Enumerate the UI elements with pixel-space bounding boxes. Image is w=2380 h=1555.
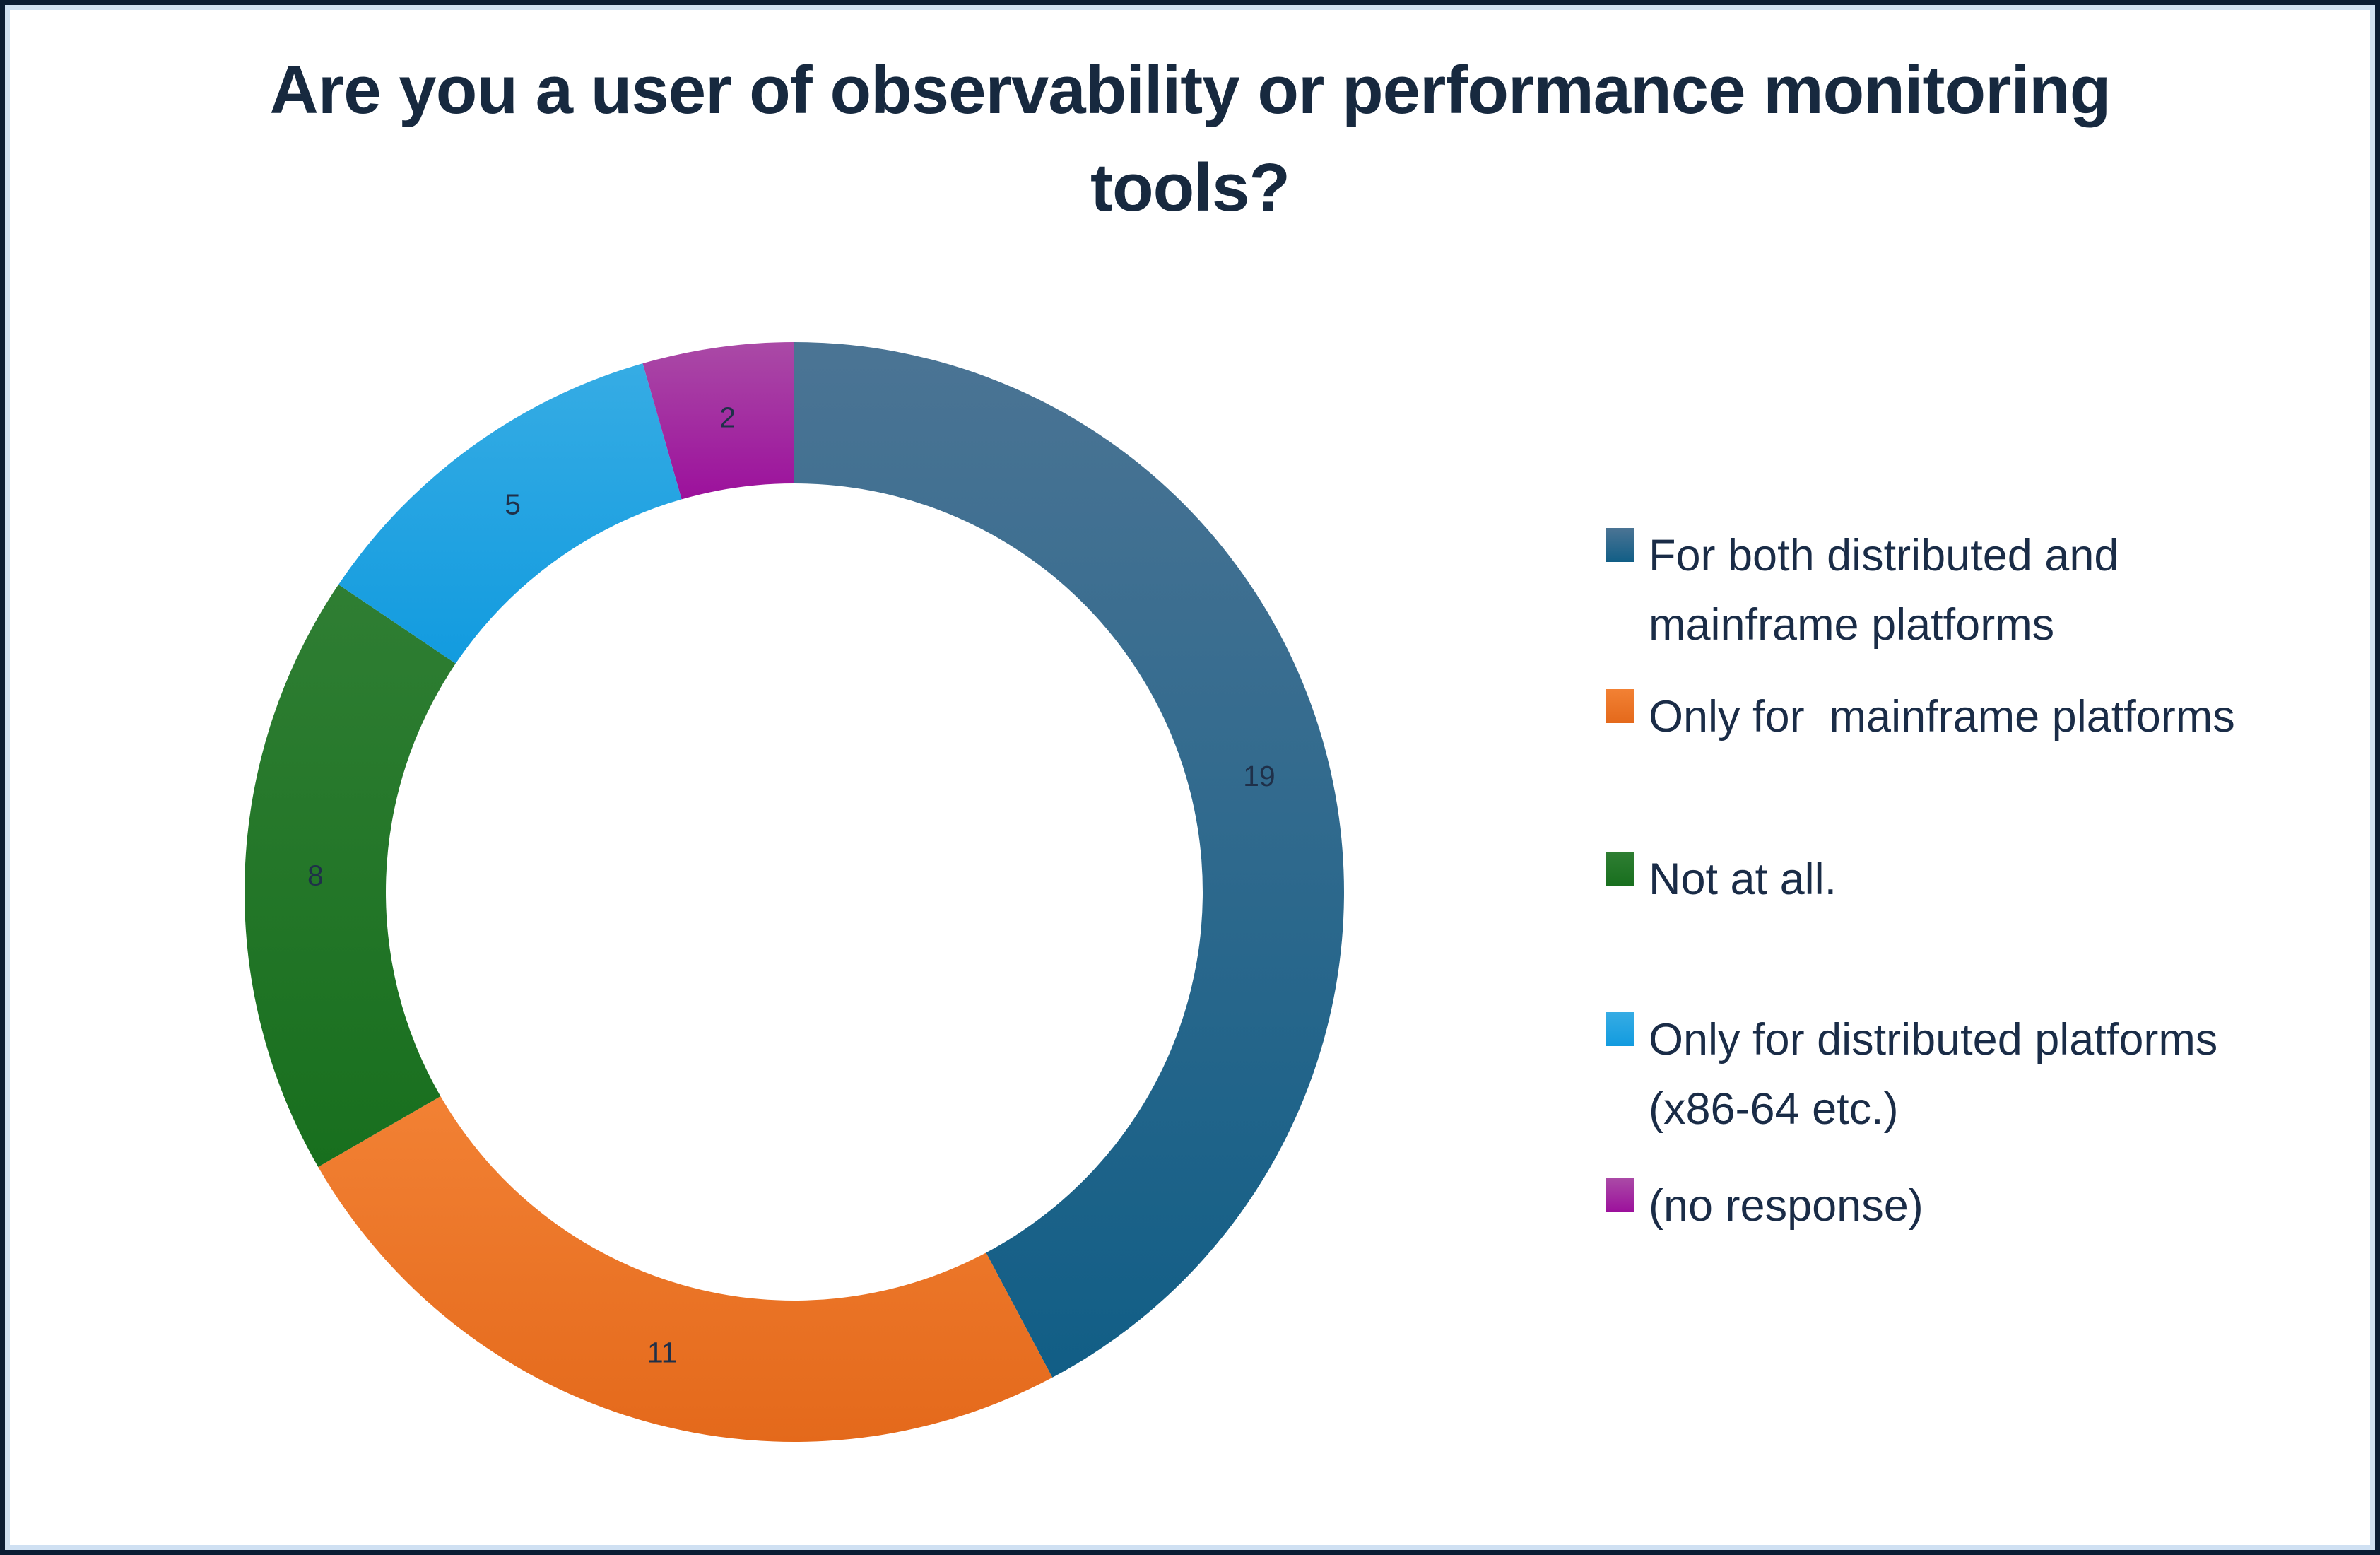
legend-swatch-icon [1606, 1012, 1634, 1046]
legend-item-2: Not at all. [1606, 845, 1837, 914]
chart-legend: For both distributed and mainframe platfo… [1606, 5, 2369, 1550]
legend-item-1: Only for mainframe platforms [1606, 682, 2235, 751]
legend-item-3: Only for distributed platforms (x86-64 et… [1606, 1005, 2217, 1144]
donut-slice-0 [794, 342, 1344, 1378]
legend-label: For both distributed and mainframe platfo… [1649, 531, 2119, 650]
donut-chart: 19 11 8 5 2 [244, 342, 1344, 1442]
legend-swatch-icon [1606, 1178, 1634, 1212]
chart-title-line1: Are you a user of observability or perfo… [269, 52, 2111, 128]
legend-item-0: For both distributed and mainframe platfo… [1606, 521, 2119, 659]
donut-slice-2 [244, 584, 456, 1167]
legend-label: Only for distributed platforms (x86-64 et… [1649, 1015, 2218, 1134]
chart-title-line2: tools? [1090, 150, 1290, 225]
legend-swatch-icon [1606, 852, 1634, 886]
legend-swatch-icon [1606, 528, 1634, 562]
legend-label: Not at all. [1649, 855, 1837, 904]
slice-value-label-1: 11 [647, 1337, 678, 1369]
donut-slice-4 [642, 342, 794, 500]
slice-value-label-4: 2 [719, 401, 736, 434]
slice-value-label-2: 8 [307, 859, 324, 891]
legend-item-4: (no response) [1606, 1171, 1924, 1240]
slice-value-label-0: 19 [1243, 760, 1276, 792]
donut-slice-3 [338, 363, 682, 664]
slice-value-label-3: 5 [505, 488, 521, 521]
legend-swatch-icon [1606, 689, 1634, 723]
chart-title: Are you a user of observability or perfo… [5, 42, 2375, 237]
legend-label: (no response) [1649, 1181, 1924, 1231]
donut-slice-1 [318, 1096, 1053, 1442]
legend-label: Only for mainframe platforms [1649, 692, 2235, 741]
